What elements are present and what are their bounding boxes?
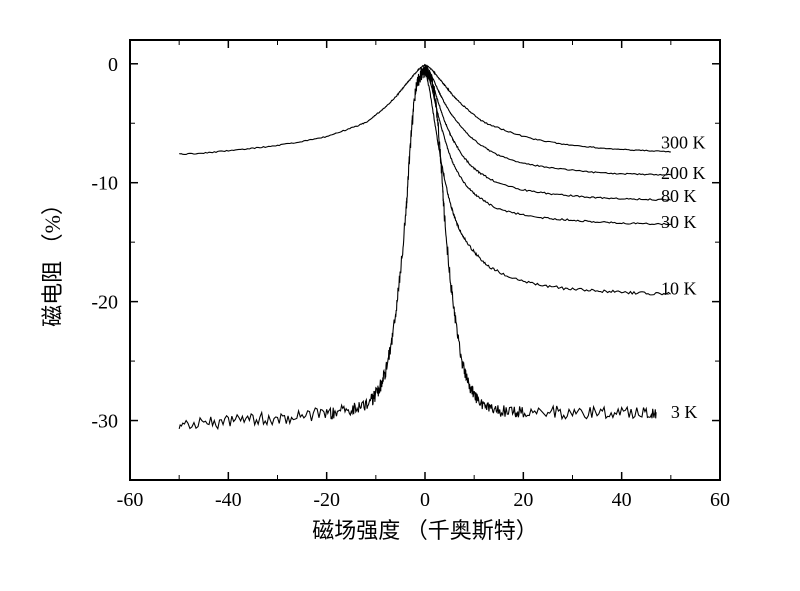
x-tick-label: 0 [420, 489, 430, 511]
x-tick-label: -20 [313, 489, 340, 511]
x-tick-label: 40 [612, 489, 632, 511]
series-label: 3 K [671, 402, 698, 422]
series-label: 300 K [661, 132, 706, 152]
x-tick-label: 20 [513, 489, 533, 511]
series-label: 10 K [661, 279, 697, 299]
y-tick-label: 0 [108, 54, 118, 76]
series-label: 80 K [661, 186, 697, 206]
y-tick-label: -10 [91, 173, 118, 195]
series-label: 30 K [661, 212, 697, 232]
series-label: 200 K [661, 163, 706, 183]
chart-svg: -60 -40 -20 0 20 40 60 磁场强度 （千奥斯特） -30 -20 -10 0 磁电阻… [0, 0, 800, 591]
y-axis-label: 磁电阻 （%） [40, 193, 65, 327]
chart-container: -60 -40 -20 0 20 40 60 磁场强度 （千奥斯特） -30 -20 -10 0 磁电阻… [0, 0, 800, 591]
x-tick-label: 60 [710, 489, 730, 511]
x-tick-label: -40 [215, 489, 242, 511]
x-tick-label: -60 [117, 489, 144, 511]
y-tick-label: -20 [91, 292, 118, 314]
x-axis-label: 磁场强度 （千奥斯特） [312, 518, 538, 543]
y-tick-label: -30 [91, 411, 118, 433]
